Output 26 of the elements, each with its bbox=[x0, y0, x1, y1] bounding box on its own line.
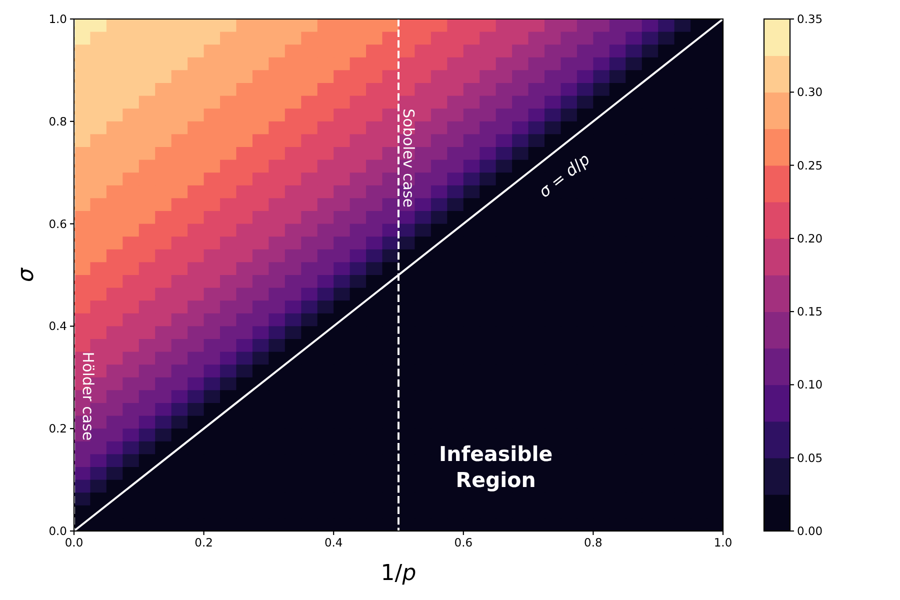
color-bar-label: 0.05 bbox=[797, 450, 823, 465]
y-tick-label: 1.0 bbox=[48, 12, 67, 26]
ref-line-label: Sobolev case bbox=[400, 108, 418, 208]
color-bar-label: 0.30 bbox=[797, 85, 823, 100]
y-tick-label: 0.0 bbox=[48, 524, 67, 538]
y-tick-label: 0.6 bbox=[48, 216, 67, 231]
x-axis-title: 1/p bbox=[380, 561, 416, 586]
color-bar-label: 0.15 bbox=[797, 304, 823, 319]
x-tick-label: 0.2 bbox=[194, 536, 213, 550]
x-tick-label: 0.4 bbox=[324, 536, 343, 550]
annotation: Infeasible Region bbox=[438, 442, 553, 492]
x-tick-label: 0.0 bbox=[64, 536, 84, 550]
color-bar-label: 0.25 bbox=[797, 158, 823, 172]
y-axis-title: σ bbox=[14, 266, 39, 282]
color-bar-label: 0.35 bbox=[797, 12, 823, 26]
color-bar-label: 0.20 bbox=[797, 231, 823, 246]
x-tick-label: 0.6 bbox=[454, 536, 473, 550]
y-tick-label: 0.2 bbox=[48, 422, 67, 436]
color-bar-label: 0.10 bbox=[797, 378, 823, 392]
color-bar-label: 0.00 bbox=[797, 524, 823, 538]
ref-line-label: Hölder case bbox=[79, 352, 97, 441]
text: σ = d/p bbox=[534, 149, 594, 201]
x-tick-label: 1.0 bbox=[714, 536, 732, 550]
y-tick-label: 0.4 bbox=[48, 319, 67, 334]
x-tick-label: 0.8 bbox=[584, 536, 602, 550]
y-tick-label: 0.8 bbox=[48, 114, 67, 128]
